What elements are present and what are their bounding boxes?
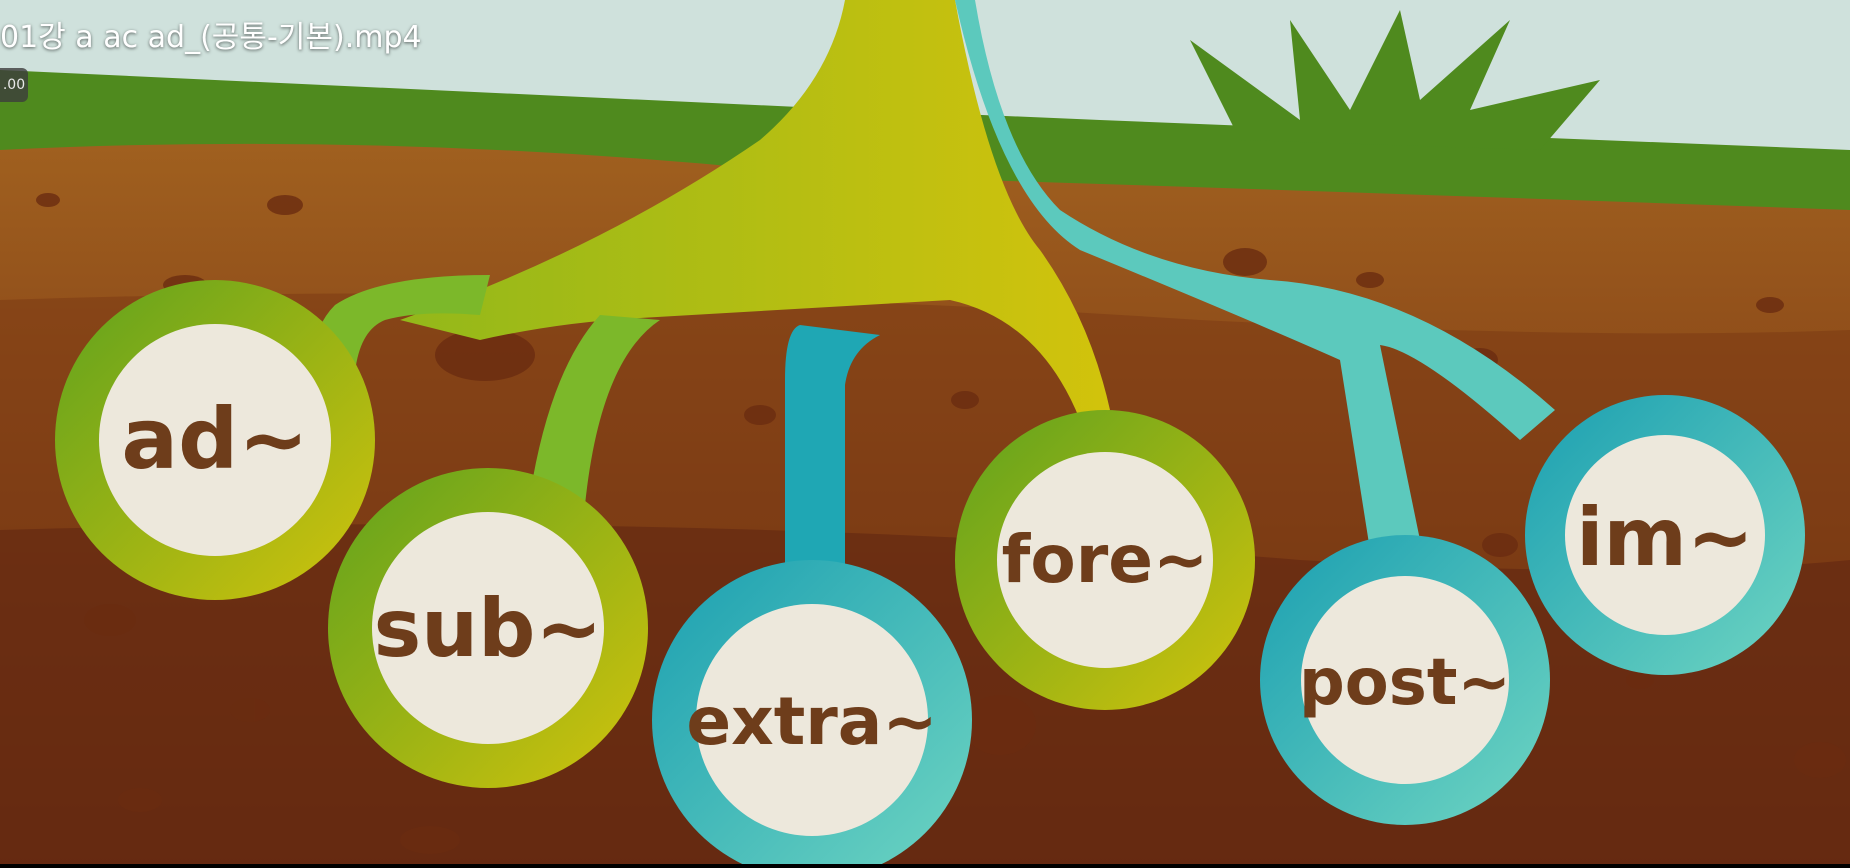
prefix-bubble-sub: sub~ — [328, 468, 648, 788]
prefix-label-extra: extra~ — [686, 683, 937, 760]
prefix-bubble-fore: fore~ — [955, 410, 1255, 710]
root-trunk — [400, 0, 1110, 420]
root-branch-sub — [530, 315, 660, 505]
playback-speed-badge[interactable]: .00 — [0, 68, 28, 102]
prefix-label-sub: sub~ — [374, 582, 603, 675]
prefix-label-ad: ad~ — [121, 390, 308, 488]
prefix-bubble-im: im~ — [1525, 395, 1805, 675]
prefix-label-post: post~ — [1299, 646, 1511, 720]
root-branch-ad — [314, 275, 490, 372]
prefix-bubble-post: post~ — [1260, 535, 1550, 825]
prefix-bubble-extra: extra~ — [652, 560, 972, 868]
prefix-label-fore: fore~ — [1002, 521, 1209, 598]
grass-tuft — [1190, 10, 1600, 150]
root-branch-extra — [785, 325, 880, 575]
prefix-label-im: im~ — [1576, 491, 1754, 584]
soil-pebbles — [36, 193, 1846, 854]
video-title: 01강 a ac ad_(공통-기본).mp4 — [0, 20, 422, 55]
prefix-bubble-ad: ad~ — [55, 280, 375, 600]
